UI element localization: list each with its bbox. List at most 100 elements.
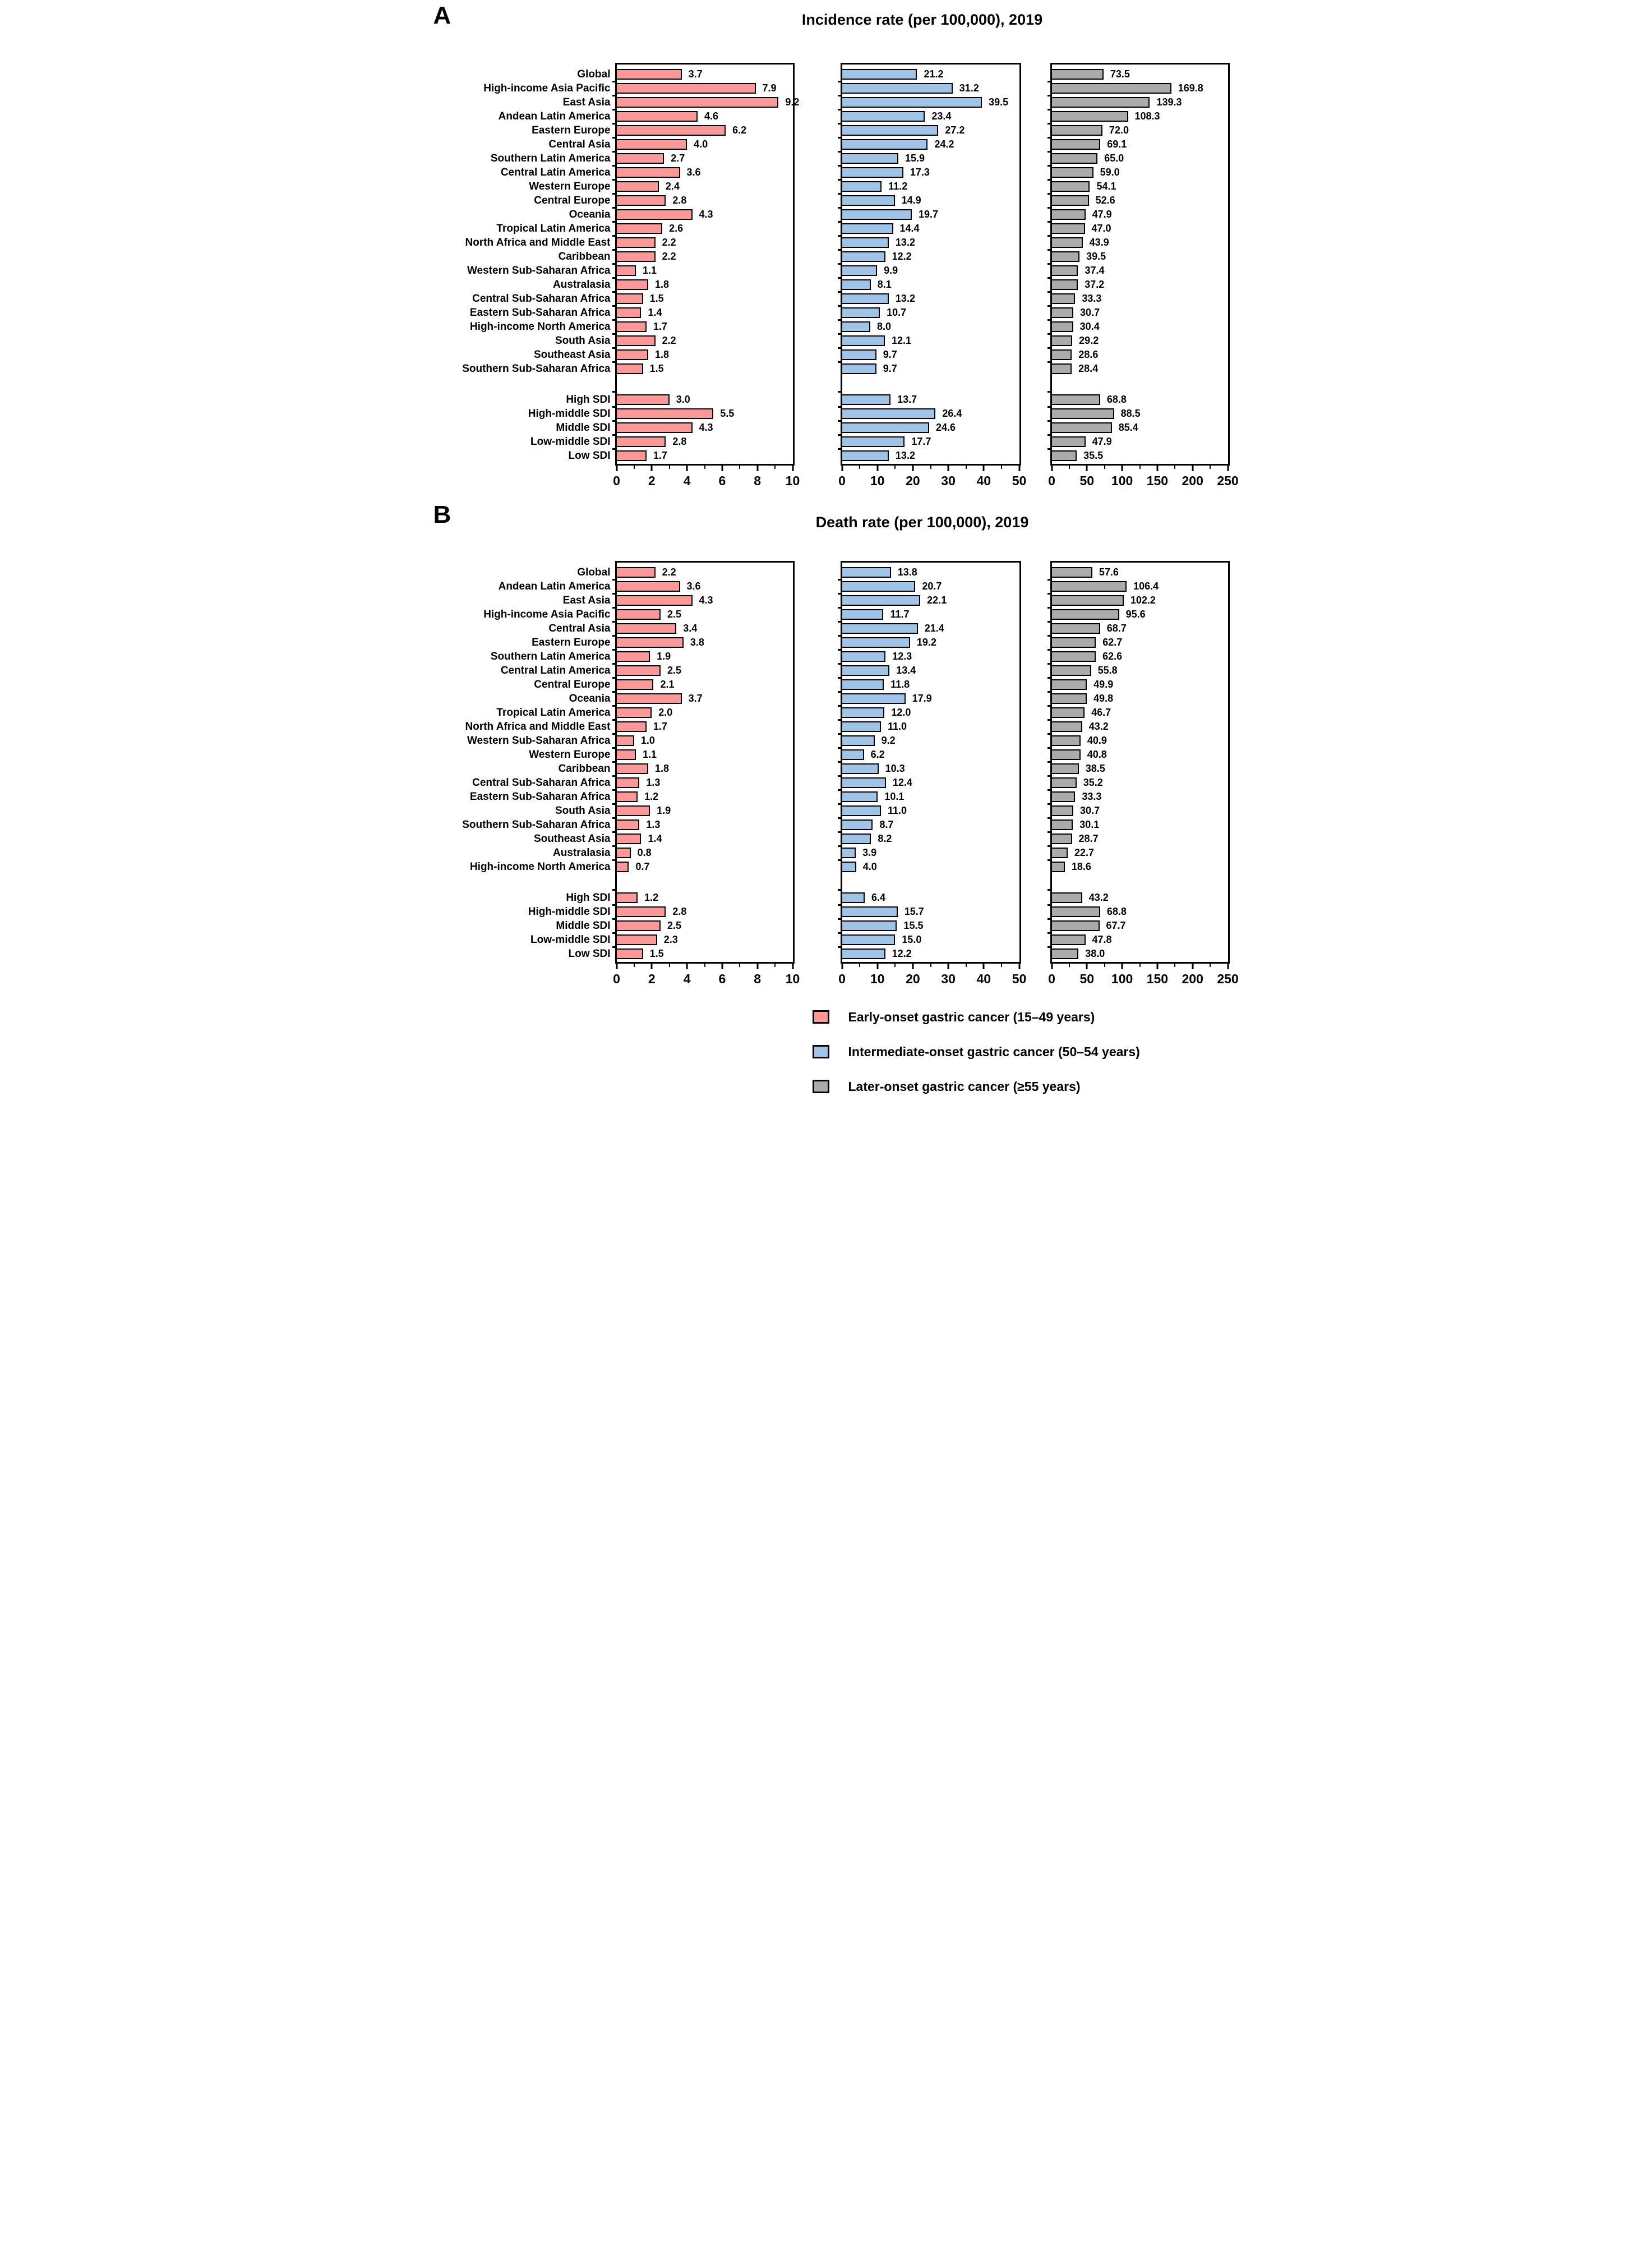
bar-value: 10.1 (884, 791, 905, 802)
bar (842, 209, 912, 220)
bar-value: 6.2 (732, 125, 747, 136)
bar-value: 106.4 (1133, 581, 1159, 592)
y-axis-tick (612, 277, 615, 279)
y-axis-tick (1047, 347, 1050, 349)
bar-value: 37.2 (1085, 279, 1105, 290)
bar-row: 47.0 (1051, 222, 1228, 236)
bar-row: 2.1 (616, 678, 793, 692)
bar-value: 40.9 (1087, 735, 1107, 746)
bar (1051, 651, 1096, 662)
bar-row: 1.8 (616, 278, 793, 292)
bar (842, 293, 889, 304)
y-axis-tick (837, 319, 841, 321)
bar-value: 30.1 (1079, 819, 1100, 830)
x-axis-major-tick (1018, 964, 1020, 969)
bar-value: 9.2 (785, 96, 800, 108)
bar (616, 422, 693, 433)
bar-value: 11.2 (888, 181, 908, 192)
y-axis-tick (837, 859, 841, 861)
bar (616, 450, 647, 461)
bar-row: 1.1 (616, 264, 793, 278)
bar-row: 13.7 (842, 393, 1019, 407)
row-label: Western Europe (529, 749, 611, 761)
y-axis-tick (837, 347, 841, 349)
bar-value: 22.7 (1074, 847, 1095, 858)
panel-a-title: Incidence rate (per 100,000), 2019 (801, 11, 1043, 28)
y-axis-tick (1047, 817, 1050, 819)
bar (842, 862, 856, 872)
row-label: Eastern Sub-Saharan Africa (469, 791, 611, 803)
bar-value: 8.1 (877, 279, 892, 290)
bar-row: 68.8 (1051, 905, 1228, 919)
x-axis-tick-label: 150 (1146, 971, 1169, 986)
bar-value: 8.2 (878, 833, 892, 844)
x-axis-major-tick (792, 466, 793, 471)
bar-row: 29.2 (1051, 334, 1228, 348)
x-axis-tick-label: 50 (1079, 473, 1095, 488)
bar (1051, 223, 1085, 234)
y-axis-tick (612, 347, 615, 349)
y-axis-tick (1047, 150, 1050, 153)
y-axis-tick (837, 775, 841, 777)
row-label: East Asia (562, 96, 611, 108)
bar (616, 97, 779, 108)
y-axis-tick (612, 789, 615, 791)
x-axis-minor-tick (704, 466, 705, 469)
bar (1051, 293, 1076, 304)
bar-value: 47.9 (1092, 436, 1112, 447)
x-axis-major-tick (982, 964, 985, 969)
x-axis-minor-tick (1068, 964, 1070, 967)
row-label: Australasia (553, 279, 611, 291)
y-axis-tick (837, 592, 841, 595)
bar-row: 10.1 (842, 790, 1019, 804)
x-axis-minor-tick (774, 466, 776, 469)
bar (1051, 307, 1074, 318)
bar-value: 26.4 (942, 408, 962, 419)
x-axis-minor-tick (930, 964, 931, 967)
bar-value: 59.0 (1100, 167, 1120, 178)
x-axis-major-tick (1156, 964, 1159, 969)
bar-value: 9.2 (881, 735, 896, 746)
bar-value: 33.3 (1082, 791, 1102, 802)
bar-value: 2.5 (667, 609, 682, 620)
bar-row: 9.9 (842, 264, 1019, 278)
bar (842, 450, 889, 461)
bar (842, 363, 876, 374)
bar (1051, 349, 1072, 360)
bar (842, 408, 936, 419)
bar-value: 17.7 (911, 436, 931, 447)
bar (842, 749, 864, 760)
group-gap (1052, 376, 1228, 393)
bar-row: 169.8 (1051, 81, 1228, 95)
row-label: High-middle SDI (528, 408, 611, 420)
row-label: Western Europe (529, 181, 611, 192)
bar-value: 19.2 (916, 637, 936, 648)
row-label: High-income North America (469, 321, 611, 333)
bar (1051, 581, 1127, 592)
bar-row: 3.8 (616, 636, 793, 650)
bar (842, 251, 885, 262)
y-axis-tick (837, 361, 841, 363)
y-axis-tick (1047, 918, 1050, 920)
y-axis-tick (612, 234, 615, 237)
bar-value: 14.4 (899, 223, 920, 234)
bar-value: 22.1 (927, 595, 947, 606)
bar (842, 195, 895, 206)
bar (842, 153, 898, 164)
bar-value: 13.2 (895, 293, 915, 304)
y-axis-tick (1047, 94, 1050, 96)
x-axis-tick-label: 4 (683, 971, 691, 986)
bar-value: 47.0 (1091, 223, 1111, 234)
x-axis-tick-label: 2 (648, 971, 656, 986)
bar (616, 436, 666, 447)
bar-value: 30.7 (1080, 307, 1100, 318)
bar-row: 30.1 (1051, 818, 1228, 832)
bar-value: 12.2 (892, 251, 912, 262)
x-axis-major-tick (1086, 964, 1088, 969)
bar-value: 85.4 (1118, 422, 1138, 433)
bar (1051, 167, 1093, 178)
y-axis-tick (837, 263, 841, 265)
bar-row: 2.8 (616, 905, 793, 919)
y-axis-tick (612, 406, 615, 408)
bar (842, 69, 917, 80)
